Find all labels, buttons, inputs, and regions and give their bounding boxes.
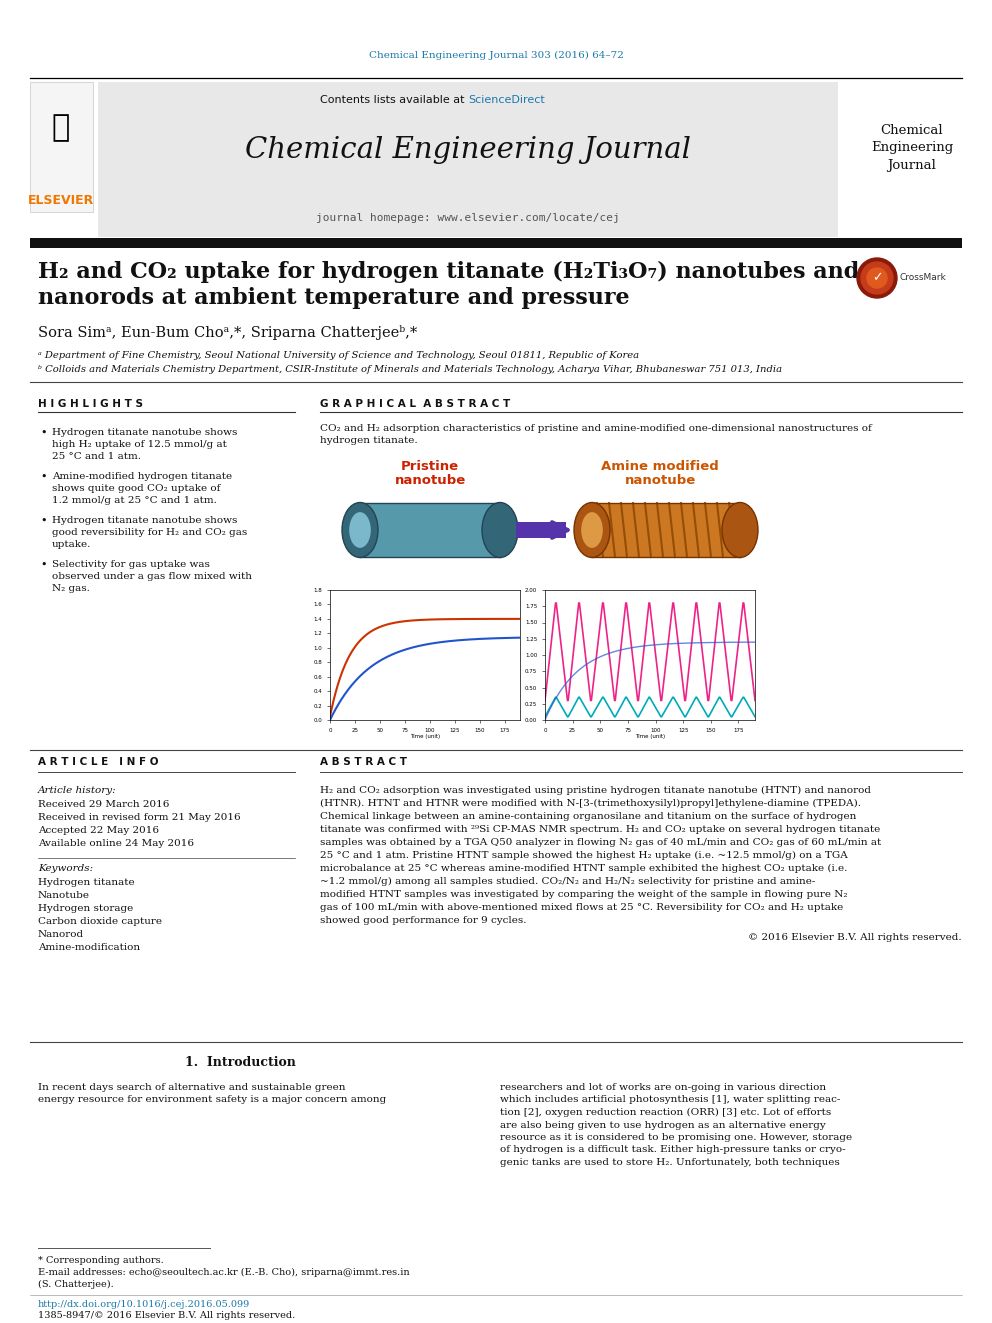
Text: N₂ gas.: N₂ gas. xyxy=(52,583,90,593)
Text: observed under a gas flow mixed with: observed under a gas flow mixed with xyxy=(52,572,252,581)
Ellipse shape xyxy=(574,503,610,557)
Text: uptake.: uptake. xyxy=(52,540,91,549)
Text: Chemical Engineering Journal 303 (2016) 64–72: Chemical Engineering Journal 303 (2016) … xyxy=(369,50,623,60)
Text: Amine-modification: Amine-modification xyxy=(38,943,140,953)
X-axis label: Time (unit): Time (unit) xyxy=(635,734,665,740)
Text: •: • xyxy=(40,516,47,527)
Text: of hydrogen is a difficult task. Either high-pressure tanks or cryo-: of hydrogen is a difficult task. Either … xyxy=(500,1146,845,1155)
Text: samples was obtained by a TGA Q50 analyzer in flowing N₂ gas of 40 mL/min and CO: samples was obtained by a TGA Q50 analyz… xyxy=(320,837,881,847)
Text: Chemical
Engineering
Journal: Chemical Engineering Journal xyxy=(871,124,953,172)
Text: (S. Chatterjee).: (S. Chatterjee). xyxy=(38,1279,114,1289)
Text: gas of 100 mL/min with above-mentioned mixed flows at 25 °C. Reversibility for C: gas of 100 mL/min with above-mentioned m… xyxy=(320,904,843,912)
Text: nanotube: nanotube xyxy=(395,474,465,487)
Text: 1.2 mmol/g at 25 °C and 1 atm.: 1.2 mmol/g at 25 °C and 1 atm. xyxy=(52,496,217,505)
Text: 25 °C and 1 atm.: 25 °C and 1 atm. xyxy=(52,452,141,460)
Text: high H₂ uptake of 12.5 mmol/g at: high H₂ uptake of 12.5 mmol/g at xyxy=(52,441,227,448)
Circle shape xyxy=(857,258,897,298)
X-axis label: Time (unit): Time (unit) xyxy=(410,734,440,740)
FancyBboxPatch shape xyxy=(360,503,500,558)
Text: (HTNR). HTNT and HTNR were modified with N-[3-(trimethoxysilyl)propyl]ethylene-d: (HTNR). HTNT and HTNR were modified with… xyxy=(320,799,861,808)
Text: CO₂ and H₂ adsorption characteristics of pristine and amine-modified one-dimensi: CO₂ and H₂ adsorption characteristics of… xyxy=(320,423,872,433)
Text: * Corresponding authors.: * Corresponding authors. xyxy=(38,1256,164,1265)
Ellipse shape xyxy=(482,503,518,557)
Text: ~1.2 mmol/g) among all samples studied. CO₂/N₂ and H₂/N₂ selectivity for pristin: ~1.2 mmol/g) among all samples studied. … xyxy=(320,877,815,886)
Text: genic tanks are used to store H₂. Unfortunately, both techniques: genic tanks are used to store H₂. Unfort… xyxy=(500,1158,840,1167)
Circle shape xyxy=(867,269,887,288)
FancyBboxPatch shape xyxy=(30,82,93,212)
Text: A R T I C L E   I N F O: A R T I C L E I N F O xyxy=(38,757,159,767)
Text: Hydrogen storage: Hydrogen storage xyxy=(38,904,133,913)
Text: H I G H L I G H T S: H I G H L I G H T S xyxy=(38,400,143,409)
Text: tion [2], oxygen reduction reaction (ORR) [3] etc. Lot of efforts: tion [2], oxygen reduction reaction (ORR… xyxy=(500,1107,831,1117)
Text: A B S T R A C T: A B S T R A C T xyxy=(320,757,407,767)
Text: H₂ and CO₂ adsorption was investigated using pristine hydrogen titanate nanotube: H₂ and CO₂ adsorption was investigated u… xyxy=(320,786,871,795)
Text: Keywords:: Keywords: xyxy=(38,864,93,873)
Text: G R A P H I C A L  A B S T R A C T: G R A P H I C A L A B S T R A C T xyxy=(320,400,510,409)
Text: nanotube: nanotube xyxy=(624,474,695,487)
Ellipse shape xyxy=(581,512,603,548)
Text: Available online 24 May 2016: Available online 24 May 2016 xyxy=(38,839,194,848)
Circle shape xyxy=(861,262,893,294)
Text: ᵇ Colloids and Materials Chemistry Department, CSIR-Institute of Minerals and Ma: ᵇ Colloids and Materials Chemistry Depar… xyxy=(38,365,782,373)
FancyBboxPatch shape xyxy=(592,503,740,558)
Text: showed good performance for 9 cycles.: showed good performance for 9 cycles. xyxy=(320,916,527,925)
Text: Chemical linkage between an amine-containing organosilane and titanium on the su: Chemical linkage between an amine-contai… xyxy=(320,812,856,822)
Text: modified HTNT samples was investigated by comparing the weight of the sample in : modified HTNT samples was investigated b… xyxy=(320,890,847,900)
Text: journal homepage: www.elsevier.com/locate/cej: journal homepage: www.elsevier.com/locat… xyxy=(316,213,620,224)
Text: nanorods at ambient temperature and pressure: nanorods at ambient temperature and pres… xyxy=(38,287,630,310)
Text: resource as it is considered to be promising one. However, storage: resource as it is considered to be promi… xyxy=(500,1132,852,1142)
Text: Received 29 March 2016: Received 29 March 2016 xyxy=(38,800,170,808)
Text: ✓: ✓ xyxy=(872,271,882,284)
Text: Selectivity for gas uptake was: Selectivity for gas uptake was xyxy=(52,560,210,569)
Text: 1385-8947/© 2016 Elsevier B.V. All rights reserved.: 1385-8947/© 2016 Elsevier B.V. All right… xyxy=(38,1311,296,1320)
Text: are also being given to use hydrogen as an alternative energy: are also being given to use hydrogen as … xyxy=(500,1121,825,1130)
Text: which includes artificial photosynthesis [1], water splitting reac-: which includes artificial photosynthesis… xyxy=(500,1095,840,1105)
Text: Pristine: Pristine xyxy=(401,460,459,474)
Text: 🌲: 🌲 xyxy=(52,114,70,143)
Text: •: • xyxy=(40,429,47,438)
Text: Contents lists available at: Contents lists available at xyxy=(320,95,468,105)
Text: CrossMark: CrossMark xyxy=(900,274,946,283)
Text: Received in revised form 21 May 2016: Received in revised form 21 May 2016 xyxy=(38,814,241,822)
FancyBboxPatch shape xyxy=(30,238,962,247)
Text: Accepted 22 May 2016: Accepted 22 May 2016 xyxy=(38,826,159,835)
Text: 1.  Introduction: 1. Introduction xyxy=(185,1056,296,1069)
Text: In recent days search of alternative and sustainable green: In recent days search of alternative and… xyxy=(38,1084,345,1091)
Text: energy resource for environment safety is a major concern among: energy resource for environment safety i… xyxy=(38,1095,386,1105)
Text: ELSEVIER: ELSEVIER xyxy=(28,193,94,206)
Text: ᵃ Department of Fine Chemistry, Seoul National University of Science and Technol: ᵃ Department of Fine Chemistry, Seoul Na… xyxy=(38,351,639,360)
FancyBboxPatch shape xyxy=(516,523,566,538)
Text: •: • xyxy=(40,472,47,482)
FancyBboxPatch shape xyxy=(98,82,838,237)
Text: Chemical Engineering Journal: Chemical Engineering Journal xyxy=(245,136,691,164)
Text: Article history:: Article history: xyxy=(38,786,117,795)
Text: researchers and lot of works are on-going in various direction: researchers and lot of works are on-goin… xyxy=(500,1084,826,1091)
Text: © 2016 Elsevier B.V. All rights reserved.: © 2016 Elsevier B.V. All rights reserved… xyxy=(748,933,962,942)
Text: E-mail addresses: echo@seoultech.ac.kr (E.-B. Cho), sriparna@immt.res.in: E-mail addresses: echo@seoultech.ac.kr (… xyxy=(38,1267,410,1277)
Text: titanate was confirmed with ²⁹Si CP-MAS NMR spectrum. H₂ and CO₂ uptake on sever: titanate was confirmed with ²⁹Si CP-MAS … xyxy=(320,826,880,833)
Text: ScienceDirect: ScienceDirect xyxy=(468,95,545,105)
Text: Nanotube: Nanotube xyxy=(38,890,90,900)
Text: Amine modified: Amine modified xyxy=(601,460,719,474)
Ellipse shape xyxy=(722,503,758,557)
Text: http://dx.doi.org/10.1016/j.cej.2016.05.099: http://dx.doi.org/10.1016/j.cej.2016.05.… xyxy=(38,1301,250,1308)
Text: Carbon dioxide capture: Carbon dioxide capture xyxy=(38,917,162,926)
Text: Nanorod: Nanorod xyxy=(38,930,84,939)
Text: Amine-modified hydrogen titanate: Amine-modified hydrogen titanate xyxy=(52,472,232,482)
Text: good reversibility for H₂ and CO₂ gas: good reversibility for H₂ and CO₂ gas xyxy=(52,528,247,537)
Ellipse shape xyxy=(349,512,371,548)
Text: •: • xyxy=(40,560,47,570)
Ellipse shape xyxy=(342,503,378,557)
Text: 25 °C and 1 atm. Pristine HTNT sample showed the highest H₂ uptake (i.e. ~12.5 m: 25 °C and 1 atm. Pristine HTNT sample sh… xyxy=(320,851,848,860)
FancyArrowPatch shape xyxy=(519,523,567,537)
Text: hydrogen titanate.: hydrogen titanate. xyxy=(320,437,418,445)
Text: shows quite good CO₂ uptake of: shows quite good CO₂ uptake of xyxy=(52,484,220,493)
Text: Hydrogen titanate nanotube shows: Hydrogen titanate nanotube shows xyxy=(52,516,237,525)
Text: Hydrogen titanate nanotube shows: Hydrogen titanate nanotube shows xyxy=(52,429,237,437)
Text: H₂ and CO₂ uptake for hydrogen titanate (H₂Ti₃O₇) nanotubes and: H₂ and CO₂ uptake for hydrogen titanate … xyxy=(38,261,859,283)
Text: Hydrogen titanate: Hydrogen titanate xyxy=(38,878,135,886)
Text: microbalance at 25 °C whereas amine-modified HTNT sample exhibited the highest C: microbalance at 25 °C whereas amine-modi… xyxy=(320,864,847,873)
Text: Sora Simᵃ, Eun-Bum Choᵃ,*, Sriparna Chatterjeeᵇ,*: Sora Simᵃ, Eun-Bum Choᵃ,*, Sriparna Chat… xyxy=(38,324,418,340)
